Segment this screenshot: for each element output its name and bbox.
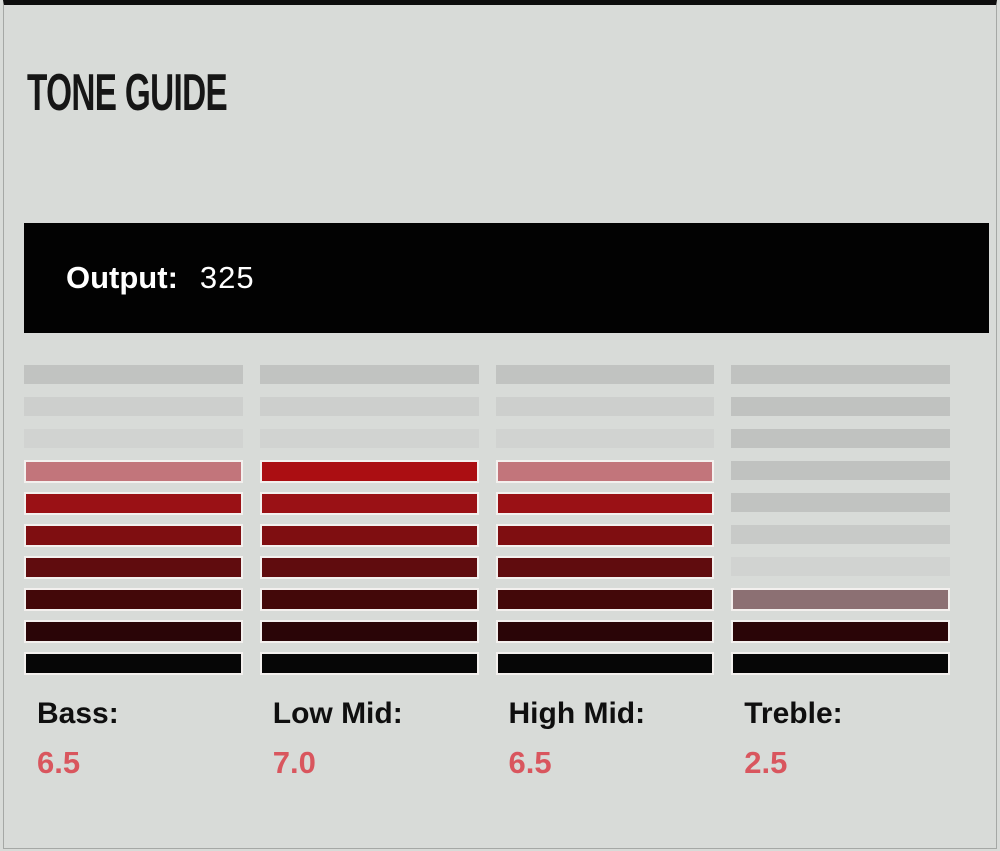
band-label-treble: Treble: xyxy=(744,697,843,730)
band-label-high-mid: High Mid: xyxy=(508,697,646,730)
output-value: 325 xyxy=(199,260,255,295)
meter-segment-lit xyxy=(259,460,479,483)
output-label: Output: xyxy=(66,260,178,295)
meter-segment-lit xyxy=(495,620,715,643)
meter-segment-lit xyxy=(24,620,243,643)
meter-segment-unlit xyxy=(731,461,950,480)
meter-segment-unlit xyxy=(495,365,715,384)
meter-segment-lit xyxy=(259,556,479,579)
meter-segment-lit xyxy=(24,460,243,483)
band-value-low-mid: 7.0 xyxy=(272,745,316,780)
meter-column-high-mid: High Mid: 6.5 xyxy=(495,364,715,781)
meter-segment-lit xyxy=(731,620,950,643)
meter-segment-unlit xyxy=(259,365,479,384)
meter-segment-lit xyxy=(731,652,950,675)
meter-segment-unlit xyxy=(731,429,950,448)
meter-segment-lit xyxy=(495,588,715,611)
meter-segment-unlit xyxy=(24,397,243,416)
meter-segment-lit xyxy=(495,492,715,515)
meter-segment-unlit xyxy=(731,397,950,416)
page-title: TONE GUIDE xyxy=(27,64,228,122)
meter-segment-lit xyxy=(24,524,243,547)
meter-segment-lit xyxy=(259,492,479,515)
meter-segment-lit xyxy=(495,524,715,547)
meter-segment-unlit xyxy=(731,493,950,512)
meter-column-treble: Treble: 2.5 xyxy=(731,364,950,781)
band-label-low-mid: Low Mid: xyxy=(272,697,403,730)
meter-segment-lit xyxy=(495,460,715,483)
meter-segment-unlit xyxy=(731,557,950,576)
meter-column-low-mid: Low Mid: 7.0 xyxy=(259,364,479,781)
meter-segment-lit xyxy=(24,588,243,611)
meter-segment-unlit xyxy=(731,365,950,384)
meter-segment-lit xyxy=(731,588,950,611)
meter-segment-lit xyxy=(259,652,479,675)
tone-guide-panel: TONE GUIDE Output: 325 Bass: 6.5 Low Mid: 7… xyxy=(3,0,997,849)
meter-segment-unlit xyxy=(495,429,715,448)
meter-segment-lit xyxy=(24,492,243,515)
meter-segment-unlit xyxy=(259,429,479,448)
meter-segment-lit xyxy=(259,524,479,547)
meter-segment-lit xyxy=(24,556,243,579)
band-value-bass: 6.5 xyxy=(37,745,81,780)
band-value-treble: 2.5 xyxy=(744,745,788,780)
tone-meter: Bass: 6.5 Low Mid: 7.0 High Mid: 6.5 Treble: 2.… xyxy=(24,364,950,781)
meter-segment-unlit xyxy=(24,365,243,384)
meter-segment-unlit xyxy=(24,429,243,448)
meter-segment-lit xyxy=(495,652,715,675)
meter-segment-unlit xyxy=(495,397,715,416)
meter-segment-lit xyxy=(495,556,715,579)
meter-segment-lit xyxy=(24,652,243,675)
meter-segment-lit xyxy=(259,620,479,643)
output-bar: Output: 325 xyxy=(22,221,991,335)
meter-segment-unlit xyxy=(259,397,479,416)
band-value-high-mid: 6.5 xyxy=(508,745,552,780)
meter-segment-lit xyxy=(259,588,479,611)
meter-segment-unlit xyxy=(731,525,950,544)
meter-column-bass: Bass: 6.5 xyxy=(24,364,243,781)
band-label-bass: Bass: xyxy=(37,697,119,730)
